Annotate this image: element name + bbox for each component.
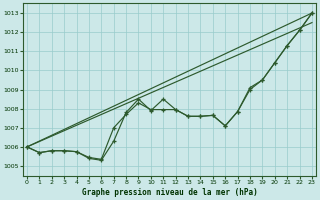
X-axis label: Graphe pression niveau de la mer (hPa): Graphe pression niveau de la mer (hPa)	[82, 188, 257, 197]
